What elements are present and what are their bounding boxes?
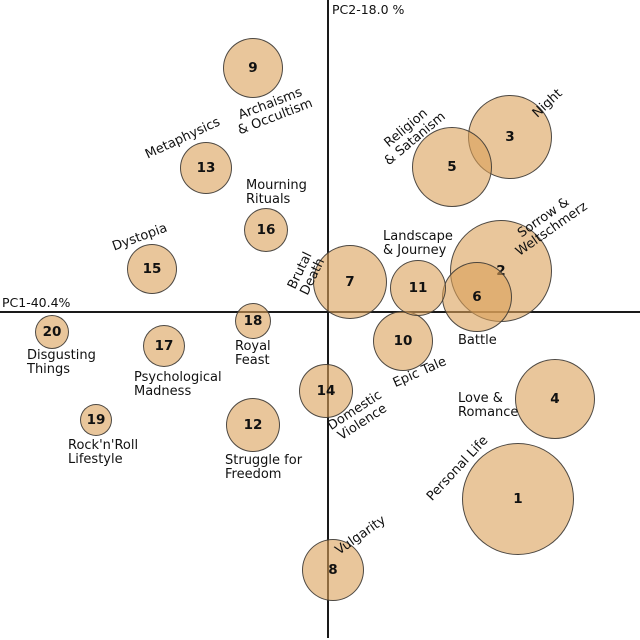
y-axis-label: PC2-18.0 % — [332, 2, 405, 17]
topic-label-night: Night — [529, 86, 566, 122]
bubble-number-mourning-rituals: 16 — [256, 222, 276, 238]
bubble-number-archaisms-occultism: 9 — [248, 60, 258, 76]
bubble-royal-feast: 18 — [235, 303, 271, 339]
bubble-landscape-journey: 11 — [390, 260, 446, 316]
bubble-struggle-for-freedom: 12 — [226, 398, 280, 452]
bubble-rock-n-roll-lifestyle: 19 — [80, 404, 112, 436]
bubble-psychological-madness: 17 — [143, 325, 185, 367]
topic-label-royal-feast: Royal Feast — [235, 339, 271, 368]
bubble-love-romance: 4 — [515, 359, 595, 439]
bubble-battle: 6 — [442, 262, 512, 332]
y-axis-line — [327, 0, 329, 638]
bubble-number-religion-satanism: 5 — [447, 159, 457, 175]
bubble-number-night: 3 — [505, 129, 515, 145]
bubble-metaphysics: 13 — [180, 142, 232, 194]
bubble-number-domestic-violence: 14 — [316, 383, 336, 399]
topic-label-disgusting-things: Disgusting Things — [27, 348, 96, 377]
bubble-number-royal-feast: 18 — [243, 313, 263, 329]
bubble-religion-satanism: 5 — [412, 127, 492, 207]
bubble-number-battle: 6 — [472, 289, 482, 305]
bubble-number-vulgarity: 8 — [328, 562, 338, 578]
bubble-number-dystopia: 15 — [142, 261, 162, 277]
bubble-number-epic-tale: 10 — [393, 333, 413, 349]
bubble-personal-life: 1 — [462, 443, 574, 555]
bubble-mourning-rituals: 16 — [244, 208, 288, 252]
bubble-number-brutal-death: 7 — [345, 274, 355, 290]
topic-label-struggle-for-freedom: Struggle for Freedom — [225, 453, 303, 482]
bubble-number-landscape-journey: 11 — [408, 280, 428, 296]
bubble-archaisms-occultism: 9 — [223, 38, 283, 98]
bubble-number-personal-life: 1 — [513, 491, 523, 507]
topic-label-rock-n-roll-lifestyle: Rock'n'Roll Lifestyle — [68, 438, 139, 467]
bubble-number-metaphysics: 13 — [196, 160, 216, 176]
bubble-brutal-death: 7 — [313, 245, 387, 319]
bubble-number-struggle-for-freedom: 12 — [243, 417, 263, 433]
topic-label-love-romance: Love & Romance — [458, 391, 519, 420]
topic-label-psychological-madness: Psychological Madness — [134, 370, 222, 399]
topic-label-battle: Battle — [458, 333, 497, 348]
topic-label-landscape-journey: Landscape & Journey — [383, 229, 453, 258]
bubble-number-psychological-madness: 17 — [154, 338, 174, 354]
x-axis-label: PC1-40.4% — [2, 295, 71, 310]
bubble-vulgarity: 8 — [302, 539, 364, 601]
topic-label-mourning-rituals: Mourning Rituals — [246, 178, 307, 207]
bubble-number-rock-n-roll-lifestyle: 19 — [86, 412, 106, 428]
bubble-disgusting-things: 20 — [35, 315, 69, 349]
bubble-dystopia: 15 — [127, 244, 177, 294]
bubble-number-love-romance: 4 — [550, 391, 560, 407]
bubble-domestic-violence: 14 — [299, 364, 353, 418]
bubble-number-disgusting-things: 20 — [42, 324, 62, 340]
x-axis-line — [0, 311, 640, 313]
topic-label-vulgarity: Vulgarity — [332, 512, 389, 559]
